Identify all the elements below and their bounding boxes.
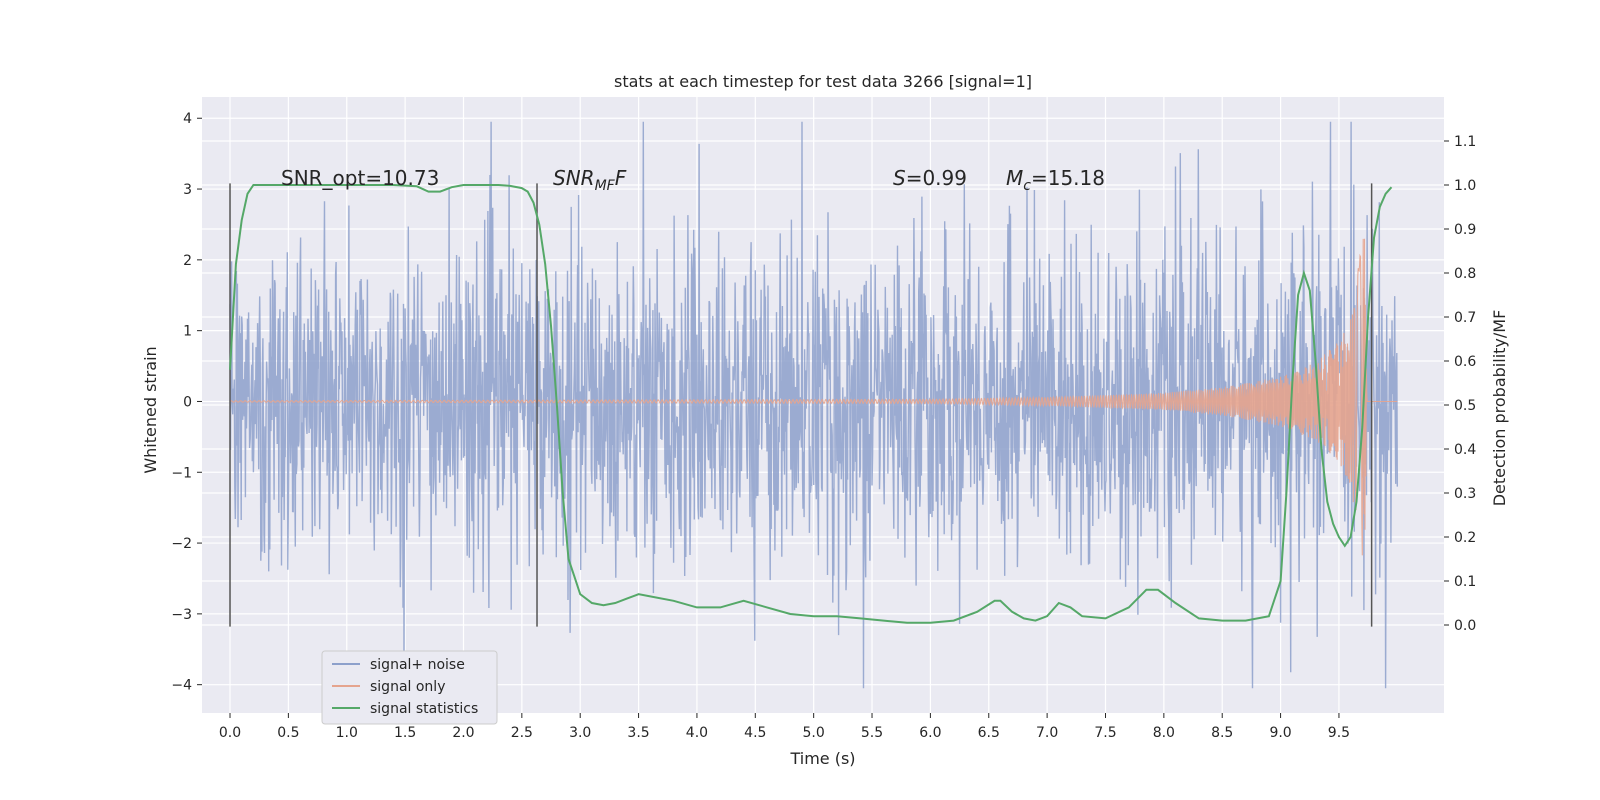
y-right-tick-label: 0.1	[1454, 574, 1476, 590]
y-tick-label: 1	[183, 324, 192, 340]
x-tick-label: 2.5	[511, 725, 533, 741]
x-axis-label: Time (s)	[789, 749, 855, 768]
x-tick-label: 3.5	[627, 725, 649, 741]
y-right-tick-label: 0.3	[1454, 486, 1476, 502]
y-right-tick-label: 0.7	[1454, 310, 1476, 326]
x-tick-label: 8.0	[1153, 725, 1175, 741]
series-signal-plus-noise	[229, 121, 1398, 689]
annotation-mc: Mc=15.18	[1006, 166, 1105, 194]
legend-frame	[321, 650, 498, 725]
x-tick-label: 3.0	[569, 725, 591, 741]
x-tick-label: 6.0	[919, 725, 941, 741]
annotation-s: S=0.99	[893, 166, 967, 190]
y-right-tick-label: 0.2	[1454, 530, 1476, 546]
x-tick-label: 6.5	[978, 725, 1000, 741]
y-axis-ticks: 4 3 2 1 0 −1 −2 −3 −4	[171, 111, 202, 694]
y-right-tick-label: 0.4	[1454, 442, 1476, 458]
signal-line	[229, 238, 1398, 556]
y-tick-label: −2	[171, 536, 192, 552]
x-tick-label: 7.0	[1036, 725, 1058, 741]
x-tick-label: 9.0	[1269, 725, 1291, 741]
y-right-tick-label: 0.9	[1454, 222, 1476, 238]
annotation-snr-mf: SNRMFF	[553, 166, 627, 194]
y-right-tick-label: 0.5	[1454, 398, 1476, 414]
y-axis-label: Whitened strain	[141, 346, 160, 473]
y-right-tick-label: 0.0	[1454, 618, 1476, 634]
legend-label-stats: signal statistics	[370, 701, 478, 717]
x-tick-label: 1.0	[336, 725, 358, 741]
chart-title: stats at each timestep for test data 326…	[614, 72, 1032, 91]
x-tick-label: 9.5	[1328, 725, 1350, 741]
x-tick-label: 5.0	[803, 725, 825, 741]
series-signal-statistics	[229, 184, 1393, 624]
legend: signal+ noise signal only signal statist…	[321, 650, 498, 725]
legend-label-noise: signal+ noise	[370, 657, 465, 673]
y-tick-label: 3	[183, 182, 192, 198]
x-tick-label: 1.5	[394, 725, 416, 741]
x-tick-label: 2.0	[452, 725, 474, 741]
x-tick-label: 7.5	[1094, 725, 1116, 741]
y-right-tick-label: 0.8	[1454, 266, 1476, 282]
x-tick-label: 4.5	[744, 725, 766, 741]
y-tick-label: 2	[183, 253, 192, 269]
y-right-tick-label: 1.0	[1454, 178, 1476, 194]
statistics-line	[229, 184, 1393, 624]
y-tick-label: −4	[171, 678, 192, 694]
x-tick-label: 0.5	[277, 725, 299, 741]
y-tick-label: −3	[171, 607, 192, 623]
x-tick-label: 4.0	[686, 725, 708, 741]
annotation-snr-opt: SNR_opt=10.73	[281, 166, 439, 190]
y-tick-label: 4	[183, 111, 192, 127]
y-tick-label: −1	[171, 465, 192, 481]
y-axis-right-ticks: 1.1 1.0 0.9 0.8 0.7 0.6 0.5 0.4 0.3 0.2 0.1 0.0	[1444, 134, 1476, 634]
y-tick-label: 0	[183, 394, 192, 410]
y-right-tick-label: 0.6	[1454, 354, 1476, 370]
y-axis-right-label: Detection probability/MF	[1490, 310, 1509, 507]
x-tick-label: 5.5	[861, 725, 883, 741]
x-tick-label: 0.0	[219, 725, 241, 741]
series-signal-only	[229, 238, 1398, 556]
y-right-tick-label: 1.1	[1454, 134, 1476, 150]
noise-line	[229, 121, 1398, 689]
x-tick-label: 8.5	[1211, 725, 1233, 741]
legend-label-signal: signal only	[370, 679, 445, 695]
x-axis-ticks: 0.0 0.5 1.0 1.5 2.0 2.5 3.0 3.5 4.0 4.5 5.0 5.5 6.0 6…	[219, 713, 1350, 741]
